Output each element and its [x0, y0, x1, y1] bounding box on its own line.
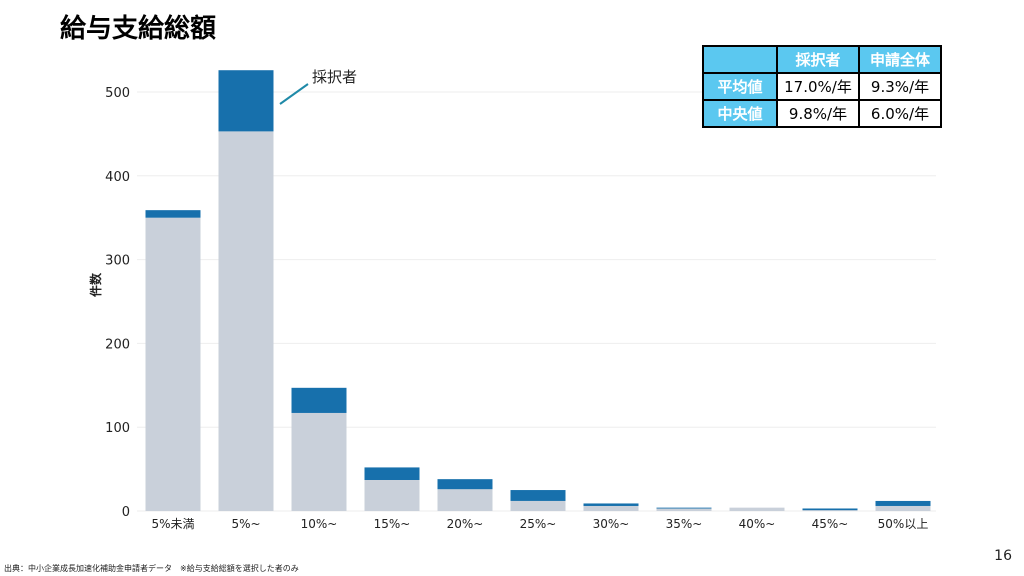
y-tick-label: 200	[105, 337, 130, 352]
x-tick-label: 50%以上	[878, 517, 929, 531]
bar-applicants	[291, 412, 347, 511]
callout-label: 採択者	[312, 68, 357, 86]
bar-applicants	[802, 510, 858, 511]
summary-table: 採択者 申請全体 平均値 17.0%/年 9.3%/年 中央値 9.8%/年 6…	[702, 45, 942, 128]
bar-applicants	[656, 508, 712, 511]
bar-adopted	[437, 479, 493, 490]
bar-applicants	[437, 489, 493, 511]
cell: 9.3%/年	[858, 72, 942, 101]
bar-adopted	[218, 70, 274, 132]
page-number: 16	[994, 548, 1012, 564]
y-tick-label: 500	[105, 86, 130, 101]
x-tick-label: 40%~	[739, 517, 776, 531]
x-tick-label: 45%~	[812, 517, 849, 531]
table-corner	[702, 45, 778, 74]
bar-applicants	[364, 479, 420, 511]
bar-adopted	[802, 508, 858, 511]
page-title: 給与支給総額	[60, 14, 217, 44]
table-row: 中央値 9.8%/年 6.0%/年	[702, 99, 942, 128]
bar-adopted	[364, 467, 420, 480]
y-tick-label: 400	[105, 170, 130, 185]
table-header-row: 採択者 申請全体	[702, 45, 942, 74]
bar-adopted	[291, 387, 347, 413]
bar-applicants	[729, 507, 785, 511]
bar-applicants	[218, 131, 274, 512]
y-tick-label: 300	[105, 254, 130, 269]
y-tick-label: 100	[105, 421, 130, 436]
bar-adopted	[656, 507, 712, 509]
cell: 6.0%/年	[858, 99, 942, 128]
bar-adopted	[875, 500, 931, 506]
cell: 17.0%/年	[776, 72, 860, 101]
x-tick-label: 25%~	[520, 517, 557, 531]
x-tick-label: 10%~	[301, 517, 338, 531]
x-tick-label: 5%未満	[151, 517, 194, 531]
bar-applicants	[583, 505, 639, 511]
x-tick-label: 5%~	[231, 517, 260, 531]
x-tick-label: 35%~	[666, 517, 703, 531]
row-label-median: 中央値	[702, 99, 778, 128]
bar-applicants	[510, 500, 566, 511]
bar-applicants	[875, 505, 931, 511]
header-all: 申請全体	[858, 45, 942, 74]
cell: 9.8%/年	[776, 99, 860, 128]
source-note: 出典：中小企業成長加速化補助金申請者データ ※給与支給総額を選択した者のみ	[4, 564, 299, 573]
table-row: 平均値 17.0%/年 9.3%/年	[702, 72, 942, 101]
callout-line	[279, 83, 309, 105]
header-adopted: 採択者	[776, 45, 860, 74]
bar-adopted	[583, 503, 639, 506]
x-tick-label: 20%~	[447, 517, 484, 531]
bar-adopted	[510, 490, 566, 501]
x-tick-label: 15%~	[374, 517, 411, 531]
x-tick-label: 30%~	[593, 517, 630, 531]
row-label-mean: 平均値	[702, 72, 778, 101]
y-axis-label: 件数	[88, 272, 103, 297]
bar-applicants	[145, 217, 201, 511]
y-tick-label: 0	[122, 505, 130, 520]
bar-adopted	[145, 210, 201, 218]
